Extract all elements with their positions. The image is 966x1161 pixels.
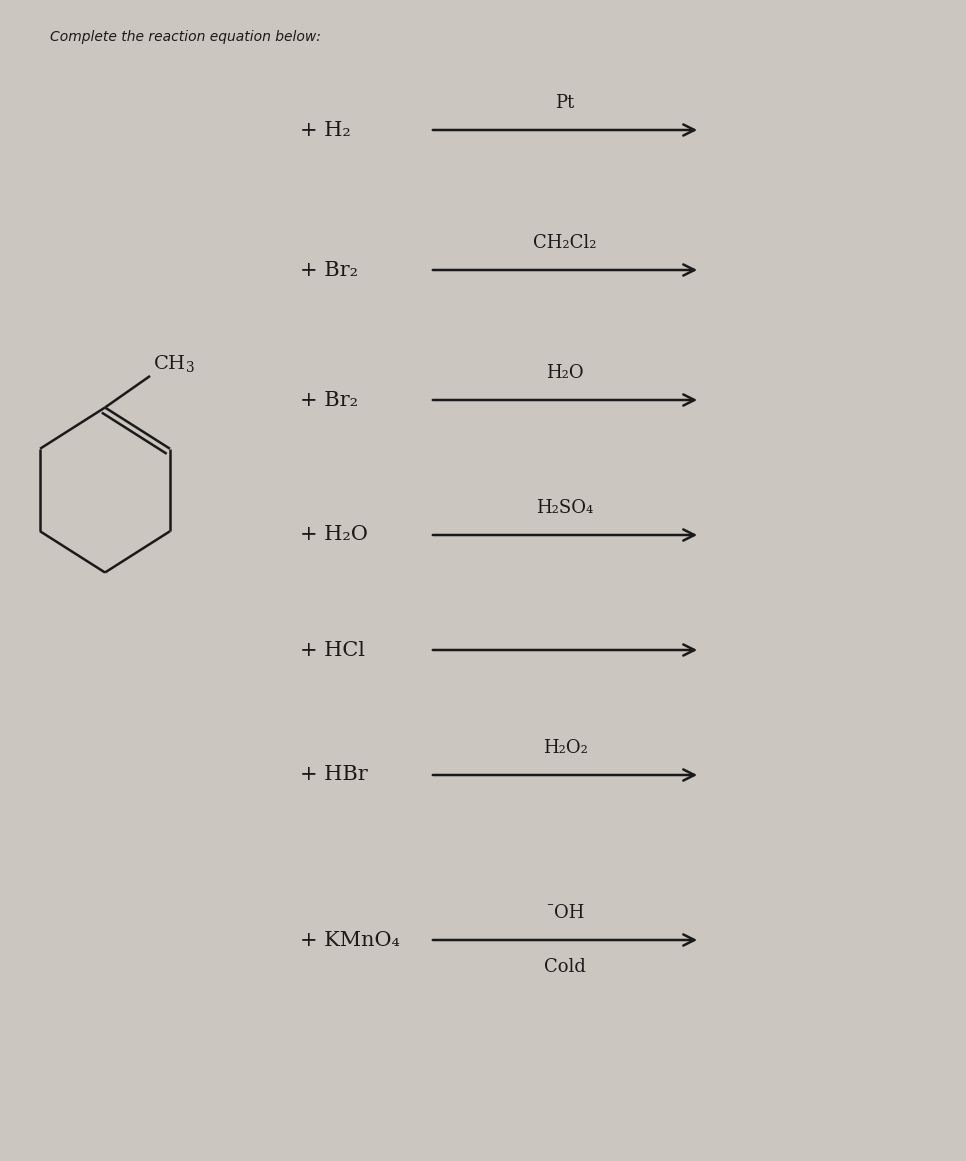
- Text: + H₂O: + H₂O: [300, 526, 368, 545]
- Text: H₂SO₄: H₂SO₄: [536, 499, 594, 517]
- Text: CH₂Cl₂: CH₂Cl₂: [533, 235, 597, 252]
- Text: H₂O₂: H₂O₂: [543, 740, 587, 757]
- Text: + H₂: + H₂: [300, 121, 351, 139]
- Text: ¯OH: ¯OH: [546, 904, 584, 922]
- Text: Cold: Cold: [544, 958, 586, 976]
- Text: + HBr: + HBr: [300, 765, 368, 785]
- Text: Complete the reaction equation below:: Complete the reaction equation below:: [50, 30, 321, 44]
- Text: Pt: Pt: [555, 94, 575, 111]
- Text: + HCl: + HCl: [300, 641, 365, 659]
- Text: + KMnO₄: + KMnO₄: [300, 930, 400, 950]
- Text: $\mathregular{CH_3}$: $\mathregular{CH_3}$: [153, 353, 195, 374]
- Text: H₂O: H₂O: [546, 365, 583, 382]
- Text: + Br₂: + Br₂: [300, 390, 358, 410]
- Text: + Br₂: + Br₂: [300, 260, 358, 280]
